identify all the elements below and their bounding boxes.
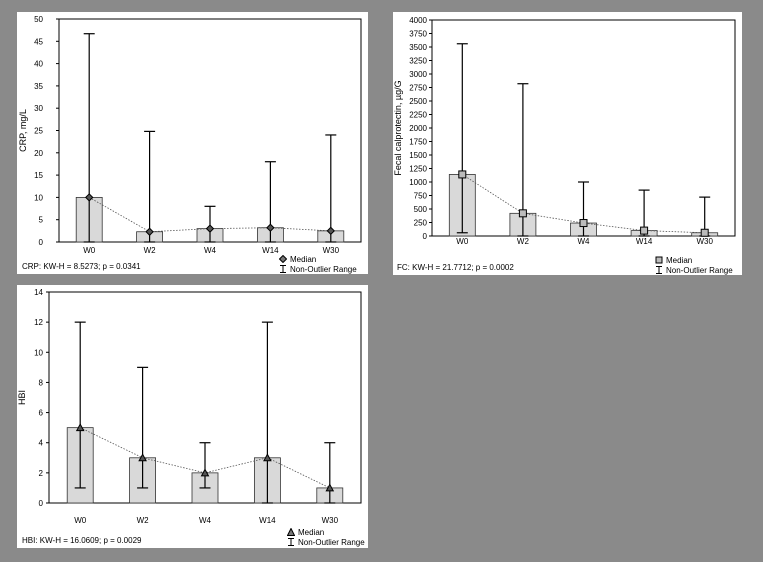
crp-stat-text: CRP: KW-H = 8.5273; p = 0.0341 — [22, 262, 141, 271]
y-tick-label: 20 — [34, 149, 43, 158]
y-tick-label: 1750 — [409, 138, 427, 147]
y-tick-label: 0 — [39, 499, 44, 508]
x-category-label: W4 — [578, 237, 591, 246]
median-point — [458, 170, 467, 179]
crp-chart: 0 5 10 15 20 25 30 35 40 45 50 CRP, mg/L W0 W2 W4 W14 W3… — [18, 15, 362, 255]
y-tick-label: 2750 — [409, 84, 427, 93]
x-category-label: W2 — [137, 516, 150, 525]
crp-chart-panel: 0 5 10 15 20 25 30 35 40 45 50 CRP, mg/L W0 W2 W4 W14 W3… — [17, 12, 368, 274]
x-category-label: W0 — [83, 246, 96, 255]
y-tick-label: 2250 — [409, 111, 427, 120]
whisker-range-icon — [280, 265, 286, 273]
x-category-label: W14 — [636, 237, 653, 246]
y-tick-label: 12 — [34, 318, 43, 327]
median-point — [579, 219, 588, 228]
legend-median-label: Median — [298, 527, 325, 537]
crp-legend: Median Non-Outlier Range — [279, 254, 357, 274]
y-tick-label: 1500 — [409, 151, 427, 160]
hbi-chart-panel: 0 2 4 6 8 10 12 14 HBI W0 W2 W4 W14 W30 HBI: KW-H = 1… — [17, 285, 368, 548]
y-tick-label: 2500 — [409, 97, 427, 106]
y-tick-label: 10 — [34, 193, 43, 202]
y-axis-label: Fecal calprotectin, µg/G — [393, 80, 403, 175]
median-point — [200, 468, 210, 477]
x-category-label: W30 — [323, 246, 340, 255]
hbi-legend: Median Non-Outlier Range — [287, 527, 365, 547]
median-point — [138, 453, 147, 462]
legend-median-label: Median — [290, 254, 317, 264]
y-tick-label: 6 — [39, 409, 44, 418]
y-tick-label: 50 — [34, 15, 43, 24]
y-tick-label: 40 — [34, 60, 43, 69]
y-axis-label: HBI — [17, 390, 27, 405]
whisker-range-icon — [288, 538, 294, 546]
y-tick-label: 8 — [39, 378, 44, 387]
x-category-label: W2 — [144, 246, 157, 255]
legend-median-label: Median — [666, 255, 693, 265]
y-tick-label: 45 — [34, 37, 43, 46]
y-tick-label: 0 — [39, 238, 44, 247]
x-category-label: W4 — [204, 246, 217, 255]
y-tick-label: 4 — [39, 439, 44, 448]
x-category-label: W2 — [517, 237, 530, 246]
y-tick-label: 1250 — [409, 165, 427, 174]
legend-range-label: Non-Outlier Range — [666, 265, 733, 275]
legend-range-label: Non-Outlier Range — [290, 264, 357, 274]
y-axis-label: CRP, mg/L — [18, 109, 28, 152]
fc-stat-text: FC: KW-H = 21.7712; p = 0.0002 — [397, 263, 514, 272]
y-tick-label: 5 — [39, 216, 44, 225]
median-point — [205, 224, 215, 233]
y-tick-label: 250 — [414, 219, 428, 228]
y-tick-label: 3250 — [409, 57, 427, 66]
x-category-label: W4 — [199, 516, 212, 525]
median-point — [75, 423, 85, 432]
fc-legend: Median Non-Outlier Range — [655, 255, 733, 275]
y-tick-label: 30 — [34, 104, 43, 113]
y-tick-label: 0 — [423, 232, 428, 241]
y-tick-label: 2 — [39, 469, 44, 478]
y-tick-label: 3000 — [409, 70, 427, 79]
median-marker-icon — [279, 255, 287, 263]
y-tick-label: 14 — [34, 288, 43, 297]
median-point — [145, 227, 154, 236]
median-point — [640, 226, 649, 235]
x-category-label: W0 — [456, 237, 469, 246]
x-category-label: W30 — [696, 237, 713, 246]
fc-chart: 0 250 500 750 1000 1250 1500 1750 2000 2250 2500 27… — [393, 16, 736, 246]
y-tick-label: 3500 — [409, 43, 427, 52]
y-tick-label: 2000 — [409, 124, 427, 133]
y-tick-label: 25 — [34, 127, 43, 136]
y-tick-label: 3750 — [409, 30, 427, 39]
fc-chart-panel: 0 250 500 750 1000 1250 1500 1750 2000 2250 2500 27… — [393, 12, 742, 275]
legend-range-label: Non-Outlier Range — [298, 537, 365, 547]
median-point — [325, 483, 335, 492]
y-tick-label: 15 — [34, 171, 43, 180]
median-marker-icon — [655, 256, 663, 264]
y-tick-label: 500 — [414, 205, 428, 214]
whisker-range-icon — [656, 266, 662, 274]
median-point — [700, 228, 709, 237]
y-tick-label: 35 — [34, 82, 43, 91]
median-point — [326, 226, 336, 236]
median-marker-icon — [287, 528, 295, 536]
median-point — [518, 209, 527, 218]
x-category-label: W0 — [74, 516, 87, 525]
hbi-chart: 0 2 4 6 8 10 12 14 HBI W0 W2 W4 W14 W30 — [17, 288, 362, 525]
y-tick-label: 1000 — [409, 178, 427, 187]
hbi-stat-text: HBI: KW-H = 16.0609; p = 0.0029 — [22, 536, 142, 545]
y-tick-label: 750 — [414, 192, 428, 201]
median-point — [84, 193, 94, 202]
x-category-label: W30 — [322, 516, 339, 525]
y-tick-label: 4000 — [409, 16, 427, 25]
median-point — [263, 453, 272, 462]
x-category-label: W14 — [262, 246, 279, 255]
median-point — [266, 223, 275, 232]
y-tick-label: 10 — [34, 348, 43, 357]
x-category-label: W14 — [259, 516, 276, 525]
